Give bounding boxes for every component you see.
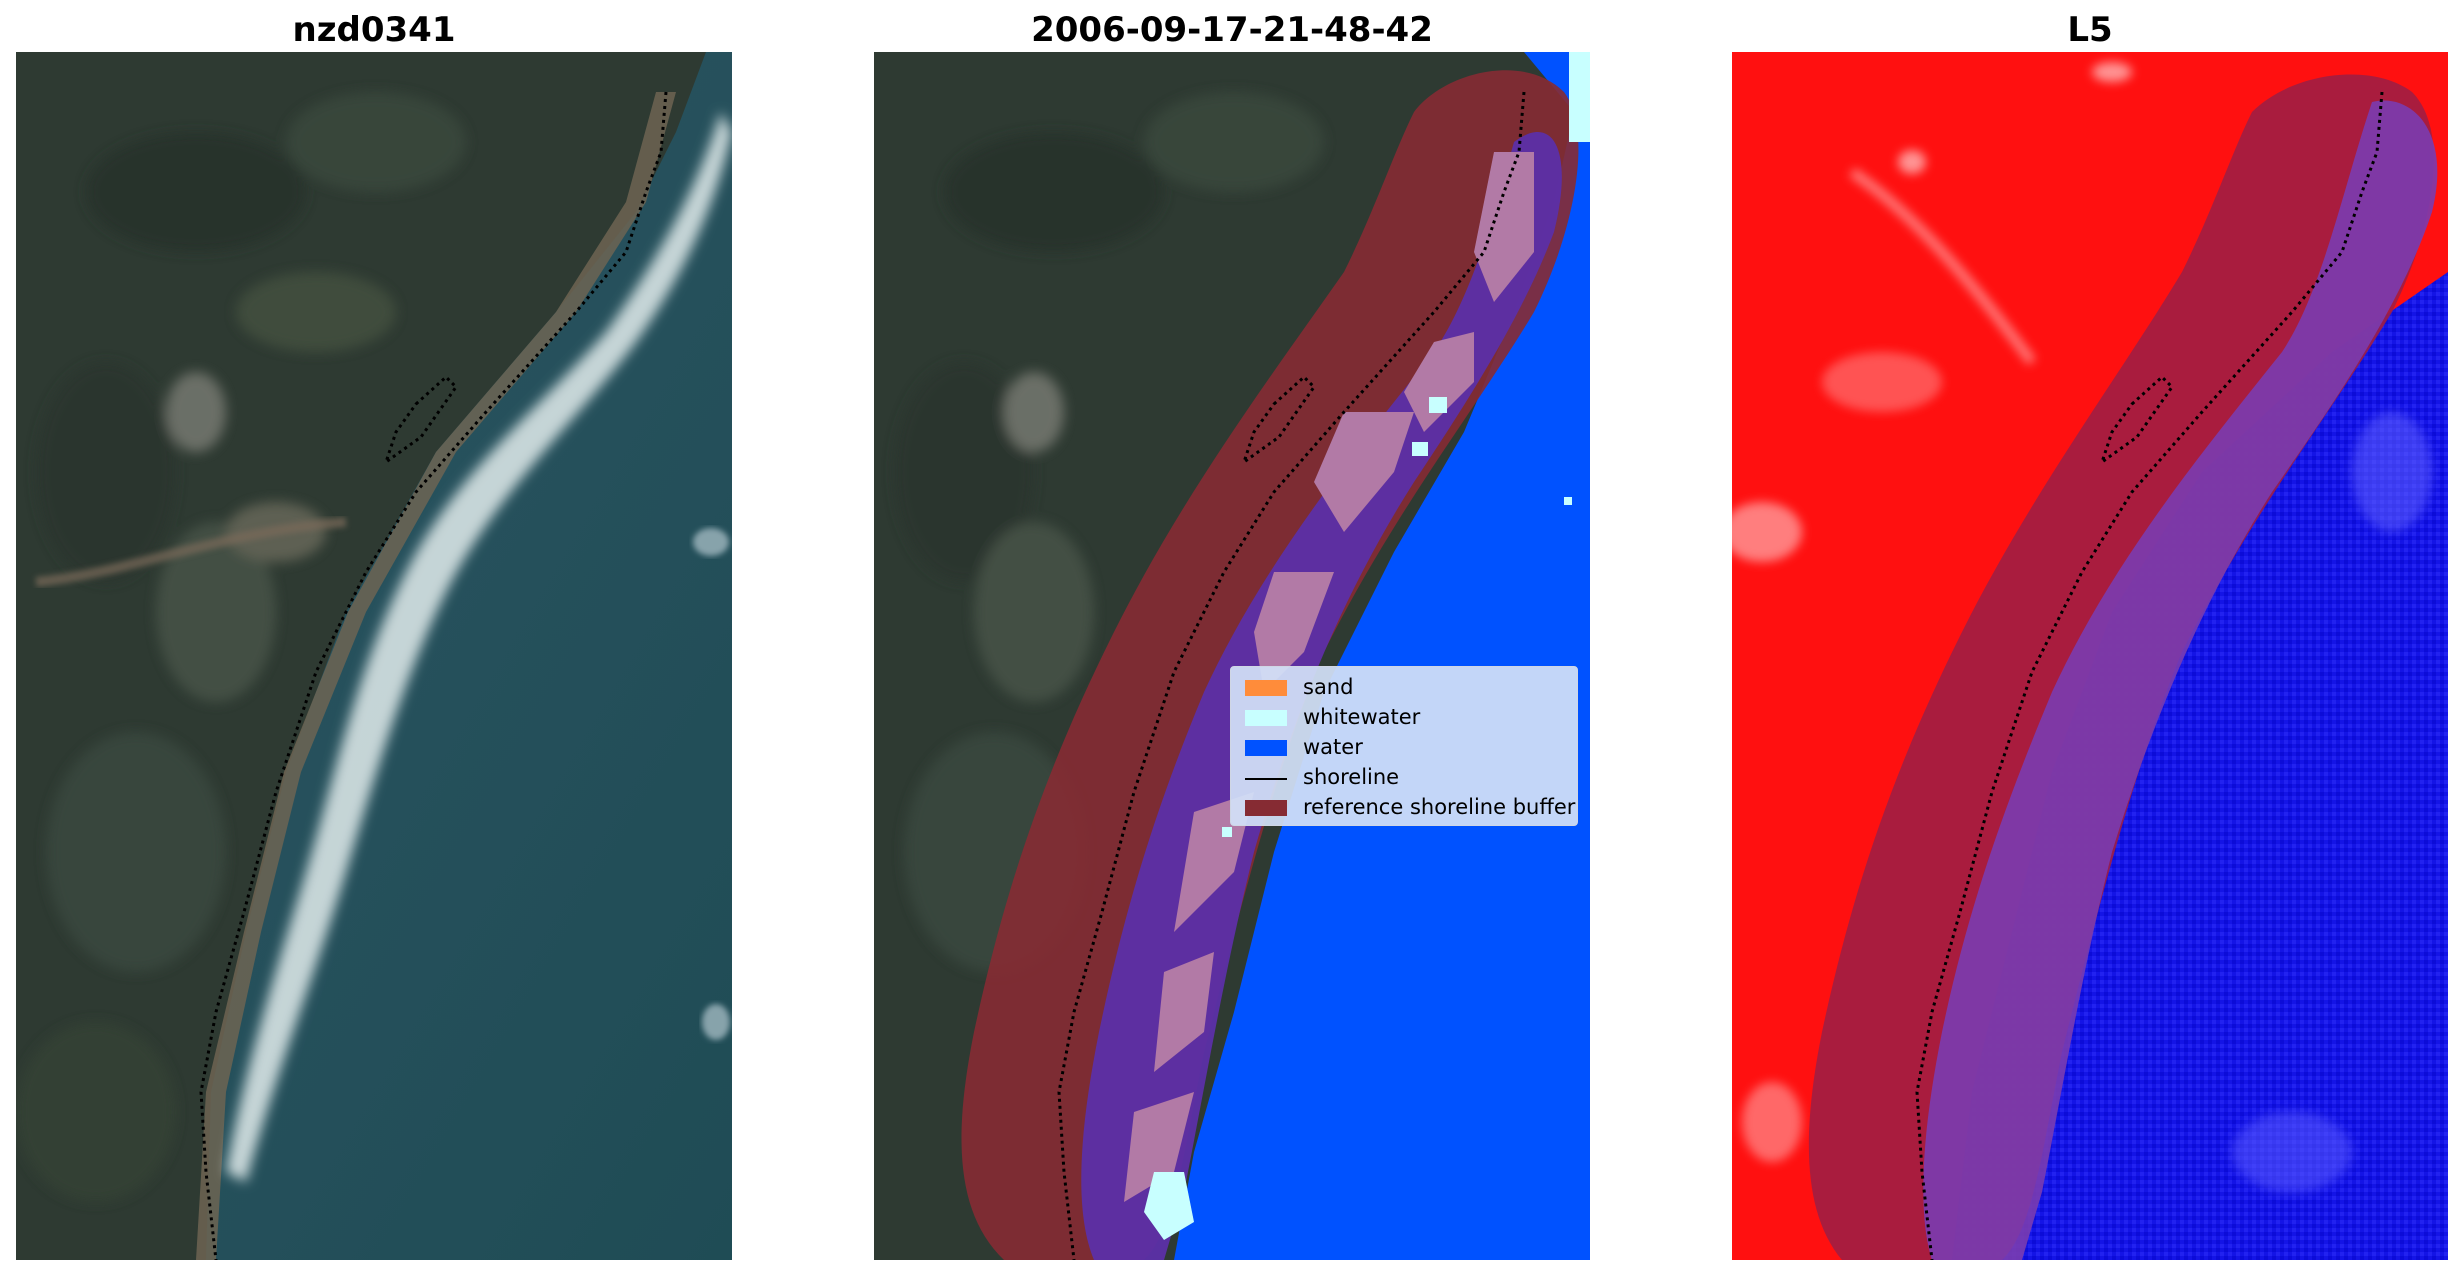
rgb-satellite-image [16, 52, 732, 1260]
sand-swatch [1245, 680, 1287, 696]
panel-index: L5 [1716, 0, 2452, 1276]
water-swatch [1245, 740, 1287, 756]
classification-overlay-image [874, 52, 1590, 1260]
legend-item-water: water [1239, 733, 1577, 763]
legend: sand whitewater water shoreline referenc… [1230, 666, 1578, 826]
legend-label: water [1303, 735, 1363, 759]
legend-label: reference shoreline buffer [1303, 795, 1576, 819]
legend-label: sand [1303, 675, 1354, 699]
panel-title: L5 [2067, 10, 2113, 50]
buffer-swatch [1245, 800, 1287, 816]
panel-title: 2006-09-17-21-48-42 [1031, 10, 1433, 50]
legend-item-sand: sand [1239, 673, 1577, 703]
index-image [1732, 52, 2448, 1260]
legend-label: shoreline [1303, 765, 1400, 789]
legend-item-buffer: reference shoreline buffer [1239, 793, 1577, 823]
legend-item-shoreline: shoreline [1239, 763, 1577, 793]
legend-label: whitewater [1303, 705, 1421, 729]
panel-title: nzd0341 [292, 10, 456, 50]
shoreline-line-swatch [1245, 778, 1287, 780]
panel-rgb: nzd0341 [0, 0, 736, 1276]
panel-classification: 2006-09-17-21-48-42 [858, 0, 1594, 1276]
legend-item-whitewater: whitewater [1239, 703, 1577, 733]
whitewater-swatch [1245, 710, 1287, 726]
